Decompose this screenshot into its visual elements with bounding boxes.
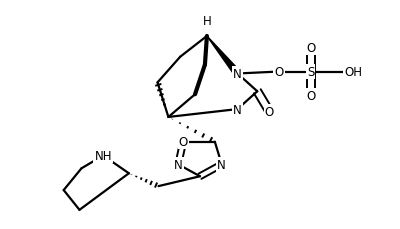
Text: N: N (217, 158, 226, 171)
Text: O: O (178, 136, 188, 149)
Text: S: S (307, 66, 314, 79)
Text: O: O (264, 105, 274, 118)
Text: N: N (233, 68, 242, 81)
Polygon shape (207, 37, 240, 76)
Text: NH: NH (94, 149, 112, 162)
Text: H: H (202, 15, 211, 27)
Text: O: O (306, 42, 315, 55)
Text: N: N (174, 158, 183, 171)
Text: N: N (233, 103, 242, 116)
Text: O: O (274, 66, 284, 79)
Text: O: O (306, 89, 315, 102)
Text: OH: OH (344, 66, 362, 79)
